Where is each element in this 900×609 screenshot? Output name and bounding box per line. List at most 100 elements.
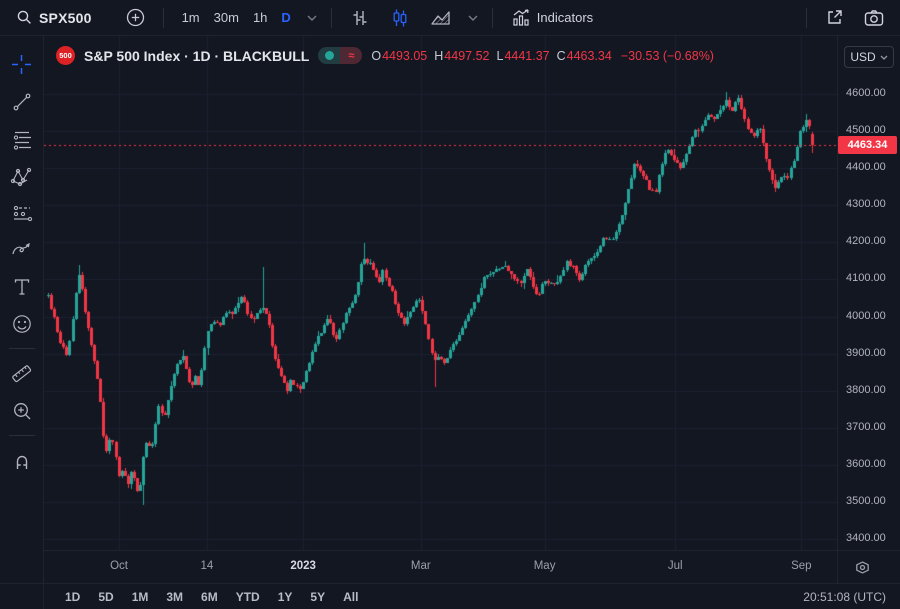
chart-style-candles-button[interactable] [384, 5, 416, 31]
time-tick-label-14: 14 [200, 560, 214, 572]
projection-tool-button[interactable] [4, 194, 40, 231]
fullscreen-button[interactable] [819, 5, 850, 30]
range-button-1M[interactable]: 1M [131, 589, 149, 604]
camera-icon [864, 9, 884, 27]
range-button-5D[interactable]: 5D [98, 589, 114, 604]
close-label: C [556, 48, 566, 63]
market-status-pill[interactable]: ≈ [318, 47, 363, 64]
top-toolbar: SPX500 1m 30m 1h D [0, 0, 900, 36]
range-button-1D[interactable]: 1D [65, 589, 81, 604]
range-button-6M[interactable]: 6M [201, 589, 218, 604]
open-external-icon [825, 8, 844, 27]
interval-button-D[interactable]: D [281, 10, 291, 25]
market-open-indicator [318, 47, 341, 64]
symbol-name: SPX500 [39, 9, 92, 26]
time-tick-label-2023: 2023 [290, 560, 316, 572]
price-tick-label: 4400.00 [846, 161, 886, 174]
compare-add-button[interactable] [120, 5, 151, 30]
drawing-toolbar [0, 36, 44, 583]
interval-group: 1m 30m 1h D [176, 7, 297, 28]
price-tick-label: 3400.00 [846, 531, 886, 544]
chevron-down-icon [880, 55, 888, 60]
price-tick-label: 3500.00 [846, 494, 886, 507]
range-button-All[interactable]: All [343, 589, 359, 604]
range-button-1Y[interactable]: 1Y [277, 589, 293, 604]
indicators-label: Indicators [536, 10, 594, 25]
chart-style-area-button[interactable] [424, 5, 458, 31]
range-button-5Y[interactable]: 5Y [310, 589, 326, 604]
open-label: O [371, 48, 382, 63]
legend-title[interactable]: S&P 500 Index · 1D · BLACKBULL [84, 47, 310, 64]
price-tick-label: 4600.00 [846, 87, 886, 100]
zoom-in-tool-button[interactable] [4, 392, 40, 429]
toolbar-divider [491, 7, 493, 28]
indicators-icon [511, 8, 531, 28]
symbol-search-button[interactable]: SPX500 [10, 6, 98, 29]
screenshot-button[interactable] [858, 6, 890, 30]
trend-line-tool-button[interactable] [4, 83, 40, 120]
price-axis[interactable]: 4600.00 4500.00 4400.00 4300.00 4200.00 4100.… [838, 36, 900, 550]
current-price-tag: 4463.34 [838, 135, 897, 154]
sp500-logo-badge: 500 [56, 46, 75, 65]
xabcd-pattern-tool-button[interactable] [4, 157, 40, 194]
interval-chevron-icon[interactable] [305, 15, 319, 21]
time-tick-label-Jul: Jul [667, 560, 683, 572]
axis-settings-cell [838, 550, 900, 583]
ruler-icon [10, 362, 33, 385]
price-tick-label: 4300.00 [846, 198, 886, 211]
time-tick-label-May: May [533, 560, 556, 572]
price-tick-label: 3700.00 [846, 420, 886, 433]
chart-style-bars-button[interactable] [344, 5, 376, 31]
emoji-icon [11, 313, 33, 335]
search-icon [16, 9, 33, 26]
high-value: 4497.52 [444, 48, 490, 63]
time-axis[interactable]: Oct 14 2023 Mar May Jul Sep [44, 550, 837, 583]
toolbar-divider [330, 7, 332, 28]
bar-chart-style-icon [350, 8, 370, 28]
brush-tool-button[interactable] [4, 231, 40, 268]
text-tool-tool-button[interactable] [4, 268, 40, 305]
range-button-YTD[interactable]: YTD [235, 589, 260, 604]
price-axis-column: USD 4600.00 4500.00 4400.00 4300.00 4200.00 4… [837, 36, 900, 583]
price-tick-label: 4100.00 [846, 272, 886, 285]
time-tick-label-Oct: Oct [110, 560, 128, 572]
toolbar-divider [806, 7, 807, 28]
trend-line-icon [11, 91, 33, 113]
time-tick-label-Mar: Mar [410, 560, 431, 572]
projection-icon [11, 202, 33, 224]
sidebar-divider [8, 435, 35, 436]
crosshair-icon [10, 53, 33, 76]
fib-retracement-tool-button[interactable] [4, 120, 40, 157]
low-label: L [496, 48, 504, 63]
ruler-tool-button[interactable] [4, 355, 40, 392]
zoom-in-icon [11, 400, 33, 422]
toolbar-divider [162, 7, 164, 28]
bottom-bar-left-pad [0, 584, 44, 609]
crosshair-tool-button[interactable] [4, 46, 40, 83]
interval-button-1m[interactable]: 1m [181, 10, 200, 25]
currency-dropdown[interactable]: USD [844, 46, 894, 68]
fib-retracement-icon [11, 128, 33, 150]
price-tick-label: 3600.00 [846, 457, 886, 470]
candlestick-canvas[interactable] [44, 36, 837, 550]
range-button-3M[interactable]: 3M [166, 589, 184, 604]
utc-clock: 20:51:08 (UTC) [803, 589, 886, 604]
emoji-tool-button[interactable] [4, 305, 40, 342]
chart-panel: 500 S&P 500 Index · 1D · BLACKBULL ≈ O 44… [44, 36, 837, 583]
indicators-button[interactable]: Indicators [505, 5, 599, 31]
interval-button-1h[interactable]: 1h [252, 10, 268, 25]
sidebar-divider [8, 348, 35, 349]
plus-circle-icon [126, 8, 145, 27]
area-chart-style-icon [430, 8, 452, 28]
chart-settings-gear-icon[interactable] [854, 559, 871, 576]
chart-style-chevron-icon[interactable] [466, 15, 480, 21]
brush-icon [10, 239, 33, 261]
magnet-icon [11, 450, 33, 472]
date-range-group: 1D 5D 1M 3M 6M YTD 1Y 5Y All [44, 588, 365, 606]
bottom-toolbar: 1D 5D 1M 3M 6M YTD 1Y 5Y All 20:51:08 (UTC) [0, 583, 900, 609]
currency-label: USD [850, 50, 876, 64]
open-value: 4493.05 [382, 48, 428, 63]
magnet-tool-button[interactable] [4, 442, 40, 479]
interval-button-30m[interactable]: 30m [213, 10, 239, 25]
ohlc-readout: O 4493.05 H 4497.52 L 4441.37 C 4463.34 −30.… [371, 49, 714, 63]
